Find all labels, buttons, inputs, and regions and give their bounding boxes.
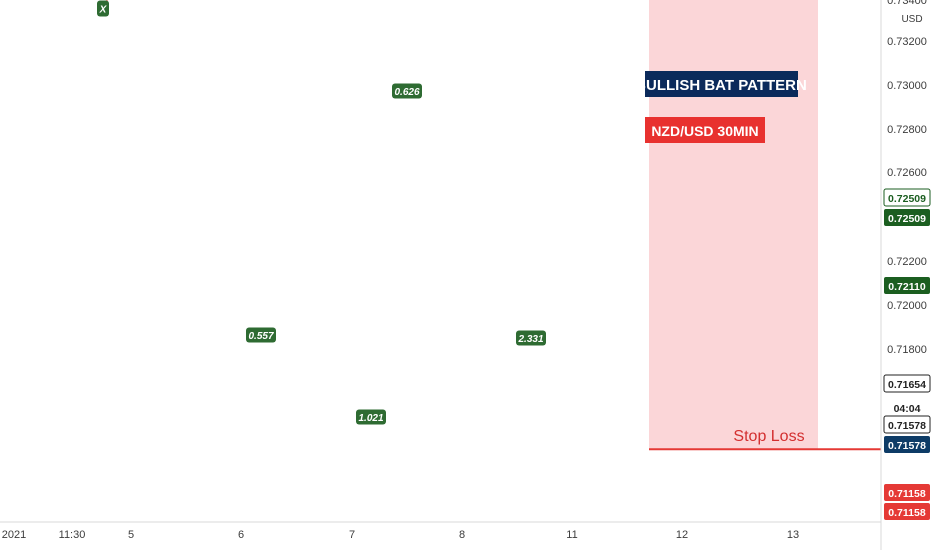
ratio-label-box (392, 83, 422, 99)
price-tick-label: 0.73400 (887, 0, 927, 7)
price-tag-box (883, 374, 931, 393)
time-tick-label: 11:30 (59, 529, 86, 541)
time-tick-label: 11 (566, 529, 577, 541)
ratio-label: 1.021 (358, 413, 383, 424)
currency-label: USD (901, 14, 922, 25)
trade-levels: Take Profit 2Take Profit 1Buy EntryStop … (649, 428, 881, 451)
loss-zone (649, 0, 818, 450)
price-axis: 0.73400 0.73200 0.73000 0.72800 0.72600 0.722… (880, 0, 931, 550)
price-tag: 0.71158 (888, 488, 926, 500)
ratio-label-box (246, 327, 276, 343)
time-tick-label: 2021 (2, 529, 26, 541)
chart-subtitle: NZD/USD 30MIN (651, 123, 758, 139)
price-tag-box (884, 399, 930, 416)
price-tag-box (884, 484, 930, 501)
price-tick-label: 0.72000 (887, 300, 927, 312)
time-axis: 2021 11:30 5 6 7 8 11 12 13 (0, 521, 881, 541)
time-tick-label: 6 (238, 529, 244, 541)
subtitle-box (645, 117, 765, 143)
point-label-box (97, 0, 109, 17)
time-tick-label: 5 (128, 529, 134, 541)
ratio-label: 2.331 (517, 334, 543, 345)
level-label: Stop Loss (733, 428, 804, 445)
chart-title: BULLISH BAT PATTERN (635, 77, 807, 94)
price-tag: 0.72110 (888, 281, 926, 293)
price-tag: 0.71578 (888, 420, 926, 432)
price-tag-box (884, 436, 930, 453)
price-tag-box (884, 209, 930, 226)
trade-zones (649, 0, 818, 450)
price-tick-label: 0.71800 (887, 344, 927, 356)
price-tick-label: 0.72800 (887, 124, 927, 136)
price-tag-box (883, 188, 931, 207)
price-tick-label: 0.73200 (887, 36, 927, 48)
price-tag: 0.71158 (888, 507, 926, 519)
time-tick-label: 13 (787, 529, 799, 541)
ratio-label: 0.626 (394, 87, 419, 98)
price-tag: 0.71654 (888, 379, 926, 391)
price-tag-box (883, 415, 931, 434)
ratio-label-box (356, 409, 386, 425)
chart-titles: BULLISH BAT PATTERN NZD/USD 30MIN (635, 71, 807, 143)
price-tag-box (884, 503, 930, 520)
time-tick-label: 8 (459, 529, 465, 541)
ratio-label: 0.557 (248, 331, 273, 342)
price-tick-label: 0.73000 (887, 80, 927, 92)
price-tag: 04:04 (894, 403, 921, 415)
price-tag: 0.72509 (888, 213, 926, 225)
point-label: X (99, 5, 108, 16)
price-tick-label: 0.72200 (887, 256, 927, 268)
price-tag-box (884, 277, 930, 294)
price-tag: 0.72509 (888, 193, 926, 205)
time-tick-label: 7 (349, 529, 355, 541)
title-box (645, 71, 798, 97)
price-tick-label: 0.72600 (887, 167, 927, 179)
time-tick-label: 12 (676, 529, 688, 541)
ratio-label-box (516, 330, 546, 346)
price-tag: 0.71578 (888, 440, 926, 452)
